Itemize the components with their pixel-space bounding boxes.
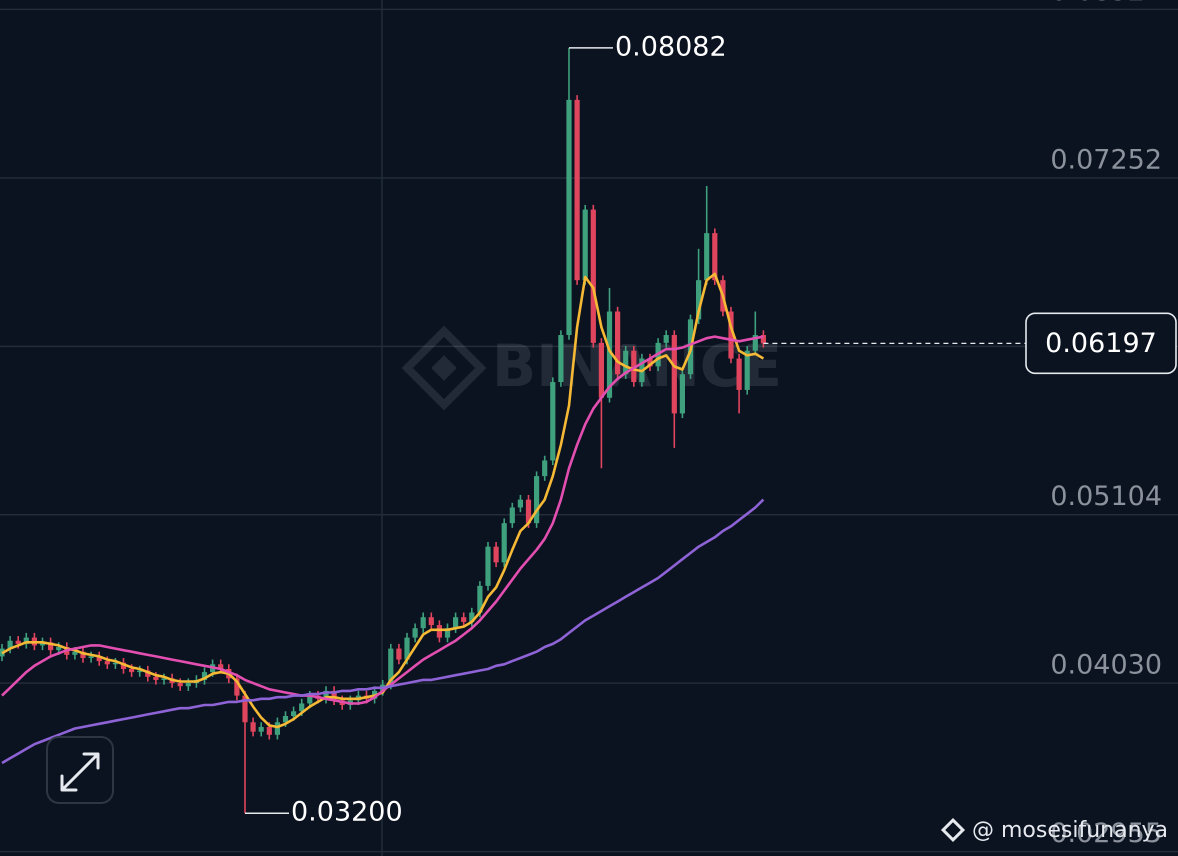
candle-body — [15, 640, 21, 644]
candle-body — [80, 651, 86, 658]
candle-body — [201, 672, 208, 680]
y-tick-label: 0.08327 — [1050, 0, 1162, 7]
candle-body — [112, 662, 118, 665]
candle-body — [606, 311, 613, 398]
candle-body — [7, 640, 13, 649]
candle-body — [250, 722, 256, 732]
candle-body — [679, 374, 685, 414]
candle-body — [177, 683, 183, 687]
last-price-label: 0.06197 — [1045, 328, 1157, 359]
candle-body — [161, 678, 167, 680]
candle-body — [752, 335, 758, 351]
candle-body — [185, 683, 191, 687]
ma-line — [1, 498, 765, 765]
candle-body — [704, 233, 710, 281]
candle-body — [396, 648, 402, 660]
candle-body — [56, 647, 62, 651]
annotation-label: 0.08082 — [615, 31, 727, 62]
candle-body — [153, 676, 159, 680]
candle-body — [331, 690, 337, 701]
candle-body — [744, 350, 750, 390]
candle-body — [590, 209, 596, 343]
y-tick-label: 0.05104 — [1050, 481, 1162, 512]
y-tick-label: 0.07252 — [1050, 144, 1162, 175]
expand-button[interactable] — [46, 736, 114, 804]
candle-body — [525, 499, 532, 524]
candle-body — [436, 625, 442, 638]
credit-logo — [940, 817, 966, 843]
candle-body — [736, 358, 742, 390]
candle-body — [291, 711, 297, 716]
candle-body — [39, 642, 46, 646]
candle-body — [574, 99, 580, 281]
candle-body — [299, 703, 305, 712]
candle-body — [647, 358, 653, 367]
credit: @ mosesifunanya — [972, 818, 1168, 843]
candle-body — [542, 460, 548, 477]
candle-body — [242, 695, 248, 723]
candle-body — [485, 546, 491, 586]
overlay: 0.083270.072520.061780.051040.040300.029… — [245, 0, 1177, 849]
ma-line — [1, 335, 764, 705]
candle-body — [598, 342, 604, 398]
candle-body — [428, 617, 434, 626]
candle-body — [558, 335, 564, 383]
candle-body — [104, 661, 110, 665]
candle-body — [323, 690, 329, 699]
candle-body — [412, 628, 418, 638]
candle-body — [728, 311, 734, 359]
candle-body — [137, 670, 143, 673]
candle-body — [477, 585, 483, 613]
last-price-box — [1025, 312, 1177, 375]
y-tick-label: 0.04030 — [1050, 650, 1162, 681]
candle-body — [534, 476, 540, 524]
candle-body — [550, 382, 556, 461]
candle-body — [129, 668, 135, 673]
candle-body — [517, 499, 523, 508]
candle-body — [671, 335, 677, 414]
candle-body — [444, 628, 451, 638]
candle-body — [615, 311, 621, 375]
candle-body — [469, 612, 475, 622]
candle-body — [23, 637, 29, 644]
candle-body — [631, 350, 637, 383]
candle-body — [453, 617, 459, 629]
annotation-label: 0.03200 — [291, 797, 403, 828]
candle-body — [404, 637, 410, 660]
y-tick-label: 0.02955 — [1050, 818, 1162, 849]
candle-body — [218, 664, 224, 669]
credit-group: @ mosesifunanya — [940, 817, 1168, 843]
candle-body — [307, 695, 313, 704]
candle-body — [566, 99, 572, 336]
candle-body — [120, 662, 127, 669]
candle-body — [493, 546, 499, 563]
candle-body — [461, 617, 467, 622]
candle-body — [72, 651, 78, 655]
candle-body — [282, 715, 289, 723]
candle-body — [258, 726, 264, 732]
candle-body — [509, 507, 515, 524]
candle-body — [696, 280, 702, 320]
plot — [0, 47, 766, 814]
candle-body — [712, 233, 718, 281]
candle-body — [96, 656, 102, 662]
candle-body — [760, 335, 766, 344]
candle-body — [266, 726, 272, 735]
candle-body — [274, 722, 280, 735]
candle-body — [145, 670, 151, 677]
watermark-logo — [401, 325, 487, 411]
candle-body — [623, 350, 629, 375]
candle-body — [663, 335, 669, 343]
candle-body — [582, 209, 588, 281]
candle-body — [88, 656, 94, 658]
candle-body — [420, 617, 426, 629]
candle-body — [234, 678, 240, 696]
candle-body — [48, 642, 54, 651]
candle-body — [501, 523, 507, 563]
candle-body — [388, 648, 394, 685]
